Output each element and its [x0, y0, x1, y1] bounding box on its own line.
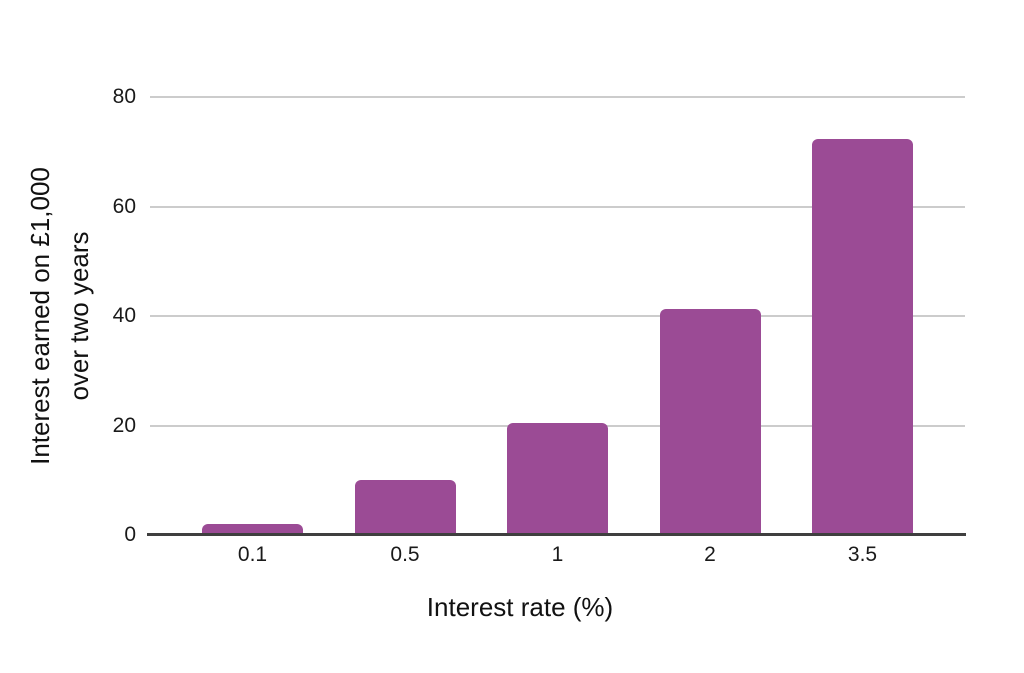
y-tick-label-40: 40	[112, 304, 136, 327]
x-tick-label-0.5: 0.5	[390, 543, 420, 566]
bar-3.5	[812, 138, 913, 535]
bar-0.5	[354, 480, 456, 535]
gridline-y-40	[150, 315, 965, 317]
x-tick-label-1: 1	[551, 543, 564, 566]
x-tick-label-2: 2	[704, 543, 716, 566]
gridline-y-60	[150, 205, 965, 208]
x-tick-label-0.1: 0.1	[237, 543, 268, 566]
y-tick-label-80: 80	[112, 85, 136, 108]
bar-2	[659, 308, 761, 535]
plot-area: 0 20 40 60 80 0.1 0.5 1 2 3.5	[113, 85, 966, 566]
y-axis-title-line1: Interest earned on £1,000	[25, 167, 55, 465]
x-axis-line	[147, 533, 966, 536]
x-axis-title: Interest rate (%)	[426, 592, 614, 622]
gridline-y-80	[150, 96, 965, 98]
bar-0.1	[202, 524, 303, 535]
y-tick-label-0: 0	[124, 523, 136, 546]
y-tick-label-20: 20	[112, 413, 136, 437]
x-tick-label-3.5: 3.5	[847, 543, 878, 566]
y-tick-label-60: 60	[112, 194, 136, 218]
bar-1	[507, 423, 608, 535]
